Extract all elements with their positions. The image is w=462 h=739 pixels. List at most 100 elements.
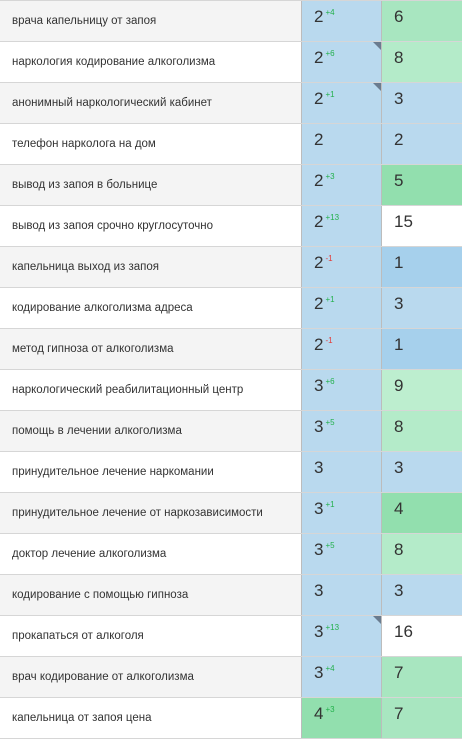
position-cell[interactable]: 2 +1 xyxy=(302,83,382,123)
position-value: 4 xyxy=(314,704,324,723)
position-delta-up: +3 xyxy=(325,172,335,181)
position-cell[interactable]: 2 -1 xyxy=(302,329,382,369)
table-row: наркология кодирование алкоголизма 2 +6 8 xyxy=(0,42,462,83)
position-cell[interactable]: 3 +6 xyxy=(302,370,382,410)
previous-position-cell[interactable]: 3 xyxy=(382,575,462,615)
position-delta-up: +4 xyxy=(325,8,335,17)
position-value: 3 xyxy=(314,417,324,436)
table-row: доктор лечение алкоголизма 3 +5 8 xyxy=(0,534,462,575)
corner-marker-icon xyxy=(373,83,381,91)
position-cell[interactable]: 3 +4 xyxy=(302,657,382,697)
position-cell[interactable]: 3 +13 xyxy=(302,616,382,656)
keyword-cell: капельница от запоя цена xyxy=(0,698,302,738)
position-value: 2 xyxy=(314,130,324,149)
previous-position-cell[interactable]: 15 xyxy=(382,206,462,246)
position-value: 3 xyxy=(314,540,324,559)
corner-marker-icon xyxy=(373,42,381,50)
position-delta-up: +1 xyxy=(325,500,335,509)
table-row: прокапаться от алкоголя 3 +13 16 xyxy=(0,616,462,657)
position-value: 3 xyxy=(314,663,324,682)
position-cell[interactable]: 3 +1 xyxy=(302,493,382,533)
keyword-cell: кодирование алкоголизма адреса xyxy=(0,288,302,328)
position-value: 3 xyxy=(314,622,324,641)
position-delta-up: +5 xyxy=(325,418,335,427)
position-value: 2 xyxy=(314,335,324,354)
position-value: 2 xyxy=(314,48,324,67)
position-cell[interactable]: 2 xyxy=(302,124,382,164)
keyword-cell: вывод из запоя срочно круглосуточно xyxy=(0,206,302,246)
position-delta-up: +13 xyxy=(325,213,340,222)
previous-position-cell[interactable]: 1 xyxy=(382,329,462,369)
table-row: капельница от запоя цена 4 +3 7 xyxy=(0,698,462,739)
previous-position-cell[interactable]: 9 xyxy=(382,370,462,410)
keyword-cell: принудительное лечение от наркозависимос… xyxy=(0,493,302,533)
table-row: кодирование алкоголизма адреса 2 +1 3 xyxy=(0,288,462,329)
position-value: 3 xyxy=(314,458,324,477)
position-cell[interactable]: 2 +4 xyxy=(302,1,382,41)
previous-position-cell[interactable]: 8 xyxy=(382,411,462,451)
table-row: анонимный наркологический кабинет 2 +1 3 xyxy=(0,83,462,124)
previous-position-cell[interactable]: 7 xyxy=(382,698,462,738)
keyword-cell: кодирование с помощью гипноза xyxy=(0,575,302,615)
previous-position-cell[interactable]: 3 xyxy=(382,452,462,492)
keyword-cell: принудительное лечение наркомании xyxy=(0,452,302,492)
previous-position-cell[interactable]: 3 xyxy=(382,83,462,123)
previous-position-cell[interactable]: 16 xyxy=(382,616,462,656)
position-value: 2 xyxy=(314,7,324,26)
table-row: врач кодирование от алкоголизма 3 +4 7 xyxy=(0,657,462,698)
keyword-cell: анонимный наркологический кабинет xyxy=(0,83,302,123)
position-cell[interactable]: 3 xyxy=(302,575,382,615)
position-value: 3 xyxy=(314,499,324,518)
keyword-cell: прокапаться от алкоголя xyxy=(0,616,302,656)
position-delta-up: +1 xyxy=(325,295,335,304)
keyword-cell: вывод из запоя в больнице xyxy=(0,165,302,205)
keyword-cell: помощь в лечении алкоголизма xyxy=(0,411,302,451)
position-delta-up: +3 xyxy=(325,705,335,714)
keyword-cell: доктор лечение алкоголизма xyxy=(0,534,302,574)
position-cell[interactable]: 3 xyxy=(302,452,382,492)
table-row: врача капельницу от запоя 2 +4 6 xyxy=(0,1,462,42)
position-value: 3 xyxy=(314,376,324,395)
position-delta-up: +1 xyxy=(325,90,335,99)
keyword-cell: метод гипноза от алкоголизма xyxy=(0,329,302,369)
table-row: вывод из запоя срочно круглосуточно 2 +13 1… xyxy=(0,206,462,247)
position-delta-up: +4 xyxy=(325,664,335,673)
position-cell[interactable]: 2 +6 xyxy=(302,42,382,82)
position-cell[interactable]: 2 +1 xyxy=(302,288,382,328)
keyword-cell: врач кодирование от алкоголизма xyxy=(0,657,302,697)
previous-position-cell[interactable]: 7 xyxy=(382,657,462,697)
corner-marker-icon xyxy=(373,616,381,624)
table-row: помощь в лечении алкоголизма 3 +5 8 xyxy=(0,411,462,452)
keyword-cell: наркология кодирование алкоголизма xyxy=(0,42,302,82)
previous-position-cell[interactable]: 4 xyxy=(382,493,462,533)
previous-position-cell[interactable]: 1 xyxy=(382,247,462,287)
previous-position-cell[interactable]: 5 xyxy=(382,165,462,205)
position-value: 2 xyxy=(314,294,324,313)
position-delta-up: +5 xyxy=(325,541,335,550)
position-delta-down: -1 xyxy=(325,254,333,263)
keyword-cell: врача капельницу от запоя xyxy=(0,1,302,41)
table-row: капельница выход из запоя 2 -1 1 xyxy=(0,247,462,288)
previous-position-cell[interactable]: 8 xyxy=(382,534,462,574)
position-value: 2 xyxy=(314,212,324,231)
position-cell[interactable]: 4 +3 xyxy=(302,698,382,738)
previous-position-cell[interactable]: 2 xyxy=(382,124,462,164)
position-cell[interactable]: 2 -1 xyxy=(302,247,382,287)
table-row: вывод из запоя в больнице 2 +3 5 xyxy=(0,165,462,206)
table-row: метод гипноза от алкоголизма 2 -1 1 xyxy=(0,329,462,370)
keyword-cell: наркологический реабилитационный центр xyxy=(0,370,302,410)
table-row: телефон нарколога на дом 2 2 xyxy=(0,124,462,165)
position-cell[interactable]: 2 +13 xyxy=(302,206,382,246)
position-value: 2 xyxy=(314,171,324,190)
position-delta-up: +6 xyxy=(325,377,335,386)
position-cell[interactable]: 3 +5 xyxy=(302,534,382,574)
table-row: кодирование с помощью гипноза 3 3 xyxy=(0,575,462,616)
previous-position-cell[interactable]: 6 xyxy=(382,1,462,41)
previous-position-cell[interactable]: 8 xyxy=(382,42,462,82)
table-row: принудительное лечение наркомании 3 3 xyxy=(0,452,462,493)
position-delta-up: +13 xyxy=(325,623,340,632)
position-cell[interactable]: 3 +5 xyxy=(302,411,382,451)
previous-position-cell[interactable]: 3 xyxy=(382,288,462,328)
position-value: 2 xyxy=(314,89,324,108)
position-cell[interactable]: 2 +3 xyxy=(302,165,382,205)
